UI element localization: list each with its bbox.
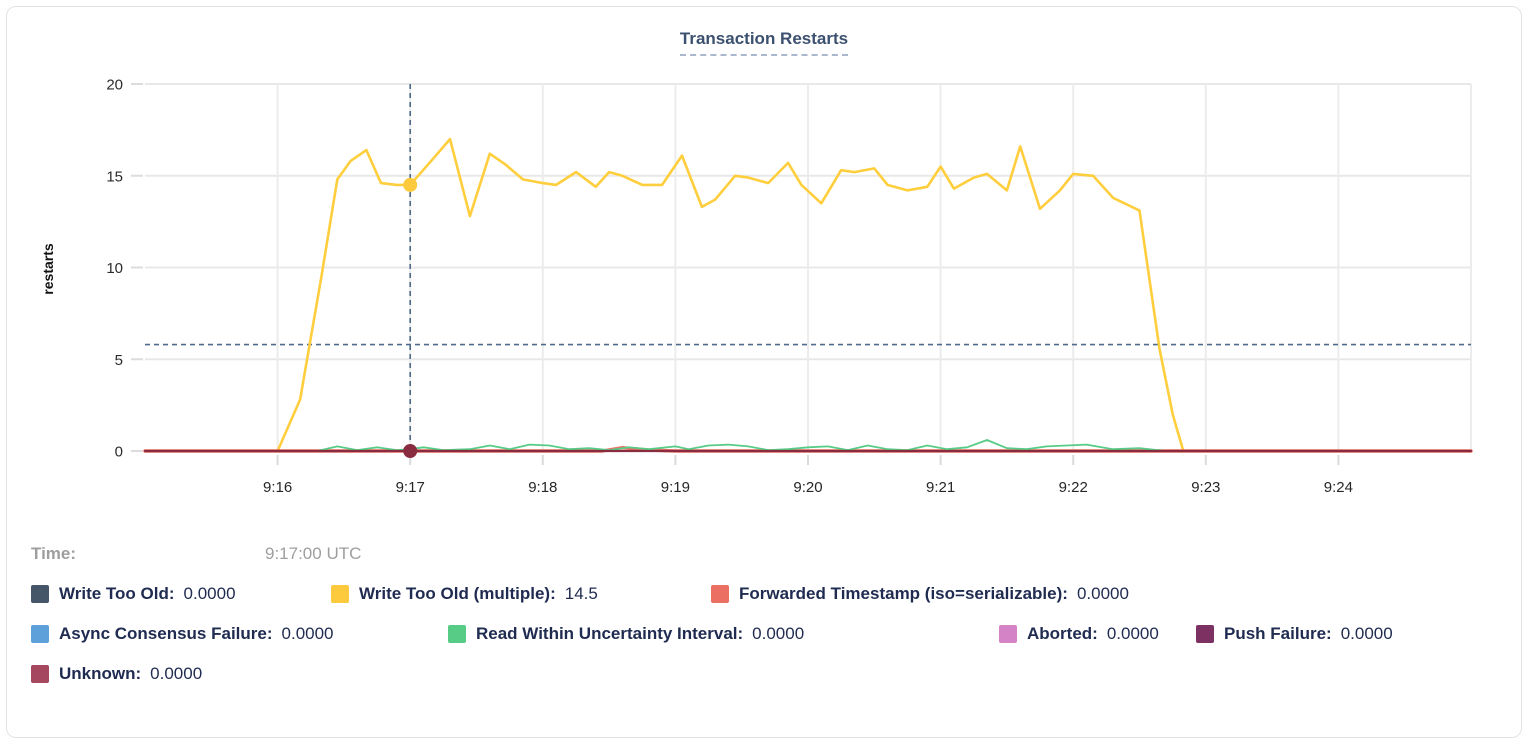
legend-label: Write Too Old (multiple): [359, 584, 556, 603]
legend-value: 0.0000 [183, 584, 236, 603]
legend-item-write-too-old-multiple: Write Too Old (multiple): 14.5 [331, 584, 711, 604]
y-axis-label: restarts [40, 243, 56, 295]
y-tick-label: 15 [106, 168, 123, 185]
legend-value: 0.0000 [150, 664, 203, 683]
x-tick-label: 9:23 [1191, 479, 1220, 496]
read-within-uncertainty-swatch [448, 625, 466, 643]
transaction-restarts-card: 0 5 10 15 20 9:16 9:17 9:18 9:19 9:20 9:21 9:22 9:23… [6, 6, 1522, 738]
legend-label: Forwarded Timestamp (iso=serializable): [739, 584, 1068, 603]
aborted-swatch [999, 625, 1017, 643]
legend-value: 14.5 [564, 584, 598, 603]
x-tick-label: 9:21 [926, 479, 955, 496]
legend-item-async-consensus-failure: Async Consensus Failure: 0.0000 [31, 624, 448, 644]
legend-item-aborted: Aborted: 0.0000 [999, 624, 1196, 644]
x-tick-label: 9:20 [793, 479, 822, 496]
chart-area: 0 5 10 15 20 9:16 9:17 9:18 9:19 9:20 9:21 9:22 9:23… [7, 7, 1521, 512]
hover-dot-write-too-old-multiple- [403, 177, 418, 192]
legend-value: 0.0000 [1340, 624, 1393, 643]
x-tick-label: 9:24 [1324, 479, 1353, 496]
legend-label: Async Consensus Failure: [59, 624, 273, 643]
legend-row-2: Async Consensus Failure: 0.0000 Read Wit… [31, 624, 1521, 644]
x-tick-label: 9:19 [661, 479, 690, 496]
transaction-restarts-chart[interactable]: 0 5 10 15 20 9:16 9:17 9:18 9:19 9:20 9:21 9:22 9:23… [7, 7, 1522, 512]
legend-label: Unknown: [59, 664, 142, 683]
time-label: Time: [31, 544, 77, 563]
legend-row-1: Write Too Old: 0.0000 Write Too Old (mul… [31, 584, 1521, 604]
write-too-old-multiple-swatch [331, 585, 349, 603]
legend-label: Write Too Old: [59, 584, 175, 603]
legend-value: 0.0000 [752, 624, 805, 643]
unknown-swatch [31, 665, 49, 683]
forwarded-timestamp-swatch [711, 585, 729, 603]
legend-item-read-within-uncertainty: Read Within Uncertainty Interval: 0.0000 [448, 624, 999, 644]
async-consensus-failure-swatch [31, 625, 49, 643]
legend-value: 0.0000 [281, 624, 334, 643]
legend-label: Aborted: [1027, 624, 1098, 643]
hover-dot-unknown [403, 444, 418, 458]
legend-value: 0.0000 [1076, 584, 1129, 603]
series-line-read-within-uncertainty-interval [144, 439, 1472, 452]
y-tick-label: 10 [106, 260, 123, 277]
y-tick-label: 5 [115, 352, 123, 369]
push-failure-swatch [1196, 625, 1214, 643]
legend-value: 0.0000 [1106, 624, 1159, 643]
legend-label: Read Within Uncertainty Interval: [476, 624, 744, 643]
legend-item-unknown: Unknown: 0.0000 [31, 664, 202, 684]
x-tick-label: 9:18 [528, 479, 557, 496]
x-tick-label: 9:22 [1059, 479, 1088, 496]
chart-title-row: Transaction Restarts [7, 29, 1521, 56]
hover-time-row: Time: 9:17:00 UTC [31, 544, 1521, 564]
y-tick-label: 0 [115, 444, 123, 461]
legend-row-3: Unknown: 0.0000 [31, 664, 1521, 684]
y-tick-label: 20 [106, 77, 123, 94]
x-tick-label: 9:17 [396, 479, 425, 496]
chart-title[interactable]: Transaction Restarts [679, 29, 849, 56]
x-tick-label: 9:16 [263, 479, 292, 496]
legend-item-forwarded-timestamp: Forwarded Timestamp (iso=serializable): … [711, 584, 1129, 604]
legend-item-push-failure: Push Failure: 0.0000 [1196, 624, 1393, 644]
legend-item-write-too-old: Write Too Old: 0.0000 [31, 584, 331, 604]
write-too-old-swatch [31, 585, 49, 603]
legend-label: Push Failure: [1224, 624, 1332, 643]
time-value: 9:17:00 UTC [265, 544, 362, 563]
